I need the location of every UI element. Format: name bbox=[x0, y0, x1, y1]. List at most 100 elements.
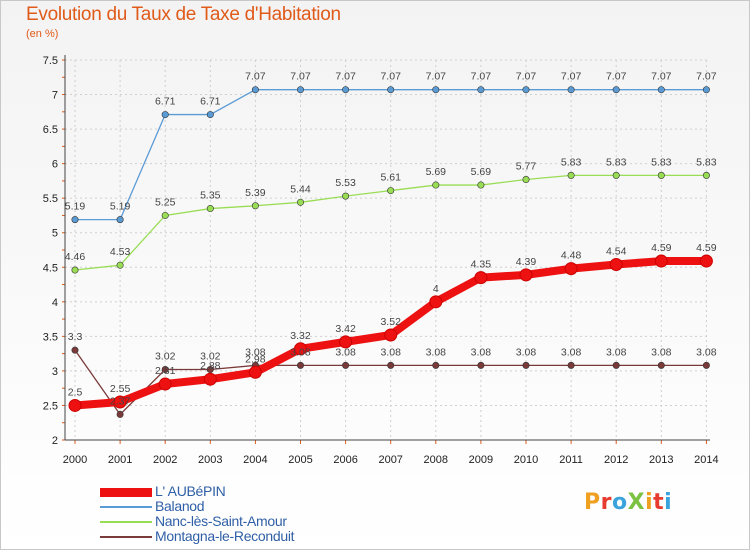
data-point-l-aube-pin bbox=[564, 262, 578, 276]
y-tick-label: 3.5 bbox=[43, 331, 58, 343]
data-label-balanod: 7.07 bbox=[426, 71, 447, 83]
data-point-nanc-le-s-saint-amour bbox=[612, 171, 620, 179]
y-tick-label: 5 bbox=[52, 228, 58, 240]
data-label-nanc-le-s-saint-amour: 5.44 bbox=[290, 183, 311, 195]
data-point-montagna-le-reconduit bbox=[432, 361, 440, 369]
data-point-balanod bbox=[612, 86, 620, 94]
x-tick-label: 2012 bbox=[604, 454, 628, 466]
data-label-nanc-le-s-saint-amour: 5.77 bbox=[516, 161, 537, 173]
data-label-nanc-le-s-saint-amour: 5.83 bbox=[696, 156, 717, 168]
data-point-l-aube-pin bbox=[339, 335, 353, 349]
data-label-montagna-le-reconduit: 3.3 bbox=[68, 331, 83, 343]
data-label-balanod: 5.19 bbox=[65, 201, 86, 213]
data-label-balanod: 6.71 bbox=[200, 96, 221, 108]
x-tick-label: 2011 bbox=[559, 454, 583, 466]
data-point-nanc-le-s-saint-amour bbox=[657, 171, 665, 179]
data-point-nanc-le-s-saint-amour bbox=[206, 205, 214, 213]
data-point-balanod bbox=[387, 86, 395, 94]
y-tick-label: 5.5 bbox=[43, 193, 58, 205]
data-label-l-aube-pin: 4.48 bbox=[561, 250, 582, 262]
data-point-l-aube-pin bbox=[654, 254, 668, 268]
data-point-balanod bbox=[251, 86, 259, 94]
y-tick-label: 6.5 bbox=[43, 124, 58, 136]
data-point-montagna-le-reconduit bbox=[612, 361, 620, 369]
data-label-nanc-le-s-saint-amour: 4.46 bbox=[65, 251, 86, 263]
data-label-balanod: 7.07 bbox=[651, 71, 672, 83]
x-tick-label: 2005 bbox=[288, 454, 312, 466]
data-point-l-aube-pin bbox=[384, 328, 398, 342]
legend-label-aubepin: L' AUBéPIN bbox=[155, 483, 226, 499]
data-point-montagna-le-reconduit bbox=[522, 361, 530, 369]
chart-subtitle: (en %) bbox=[26, 28, 59, 40]
data-point-l-aube-pin bbox=[429, 295, 443, 309]
data-point-balanod bbox=[477, 86, 485, 94]
data-label-balanod: 6.71 bbox=[155, 96, 176, 108]
legend-swatch-balanod bbox=[100, 506, 152, 508]
x-tick-label: 2006 bbox=[333, 454, 357, 466]
x-tick-label: 2003 bbox=[198, 454, 222, 466]
data-label-l-aube-pin: 2.81 bbox=[155, 365, 176, 377]
data-point-l-aube-pin bbox=[68, 398, 82, 412]
x-tick-label: 2002 bbox=[153, 454, 177, 466]
data-label-l-aube-pin: 2.5 bbox=[68, 386, 83, 398]
data-point-balanod bbox=[432, 86, 440, 94]
data-label-nanc-le-s-saint-amour: 5.83 bbox=[606, 156, 627, 168]
data-point-nanc-le-s-saint-amour bbox=[432, 181, 440, 189]
data-point-nanc-le-s-saint-amour bbox=[116, 261, 124, 269]
data-point-l-aube-pin bbox=[294, 342, 307, 356]
data-label-nanc-le-s-saint-amour: 5.83 bbox=[561, 156, 582, 168]
data-label-nanc-le-s-saint-amour: 5.35 bbox=[200, 190, 221, 202]
data-label-nanc-le-s-saint-amour: 5.53 bbox=[335, 177, 356, 189]
data-point-montagna-le-reconduit bbox=[116, 410, 124, 418]
data-point-balanod bbox=[567, 86, 575, 94]
x-tick-label: 2004 bbox=[243, 454, 267, 466]
data-point-l-aube-pin bbox=[158, 377, 172, 391]
y-tick-label: 2.5 bbox=[43, 400, 58, 412]
proxiti-logo: ProXiti bbox=[584, 490, 672, 515]
data-label-l-aube-pin: 3.52 bbox=[380, 316, 401, 328]
data-label-balanod: 7.07 bbox=[335, 71, 356, 83]
x-tick-label: 2010 bbox=[514, 454, 538, 466]
data-label-montagna-le-reconduit: 3.08 bbox=[606, 346, 627, 358]
data-label-nanc-le-s-saint-amour: 5.39 bbox=[245, 187, 266, 199]
data-label-l-aube-pin: 4 bbox=[433, 283, 439, 295]
data-point-balanod bbox=[206, 111, 214, 119]
data-label-balanod: 5.19 bbox=[110, 201, 131, 213]
data-point-balanod bbox=[342, 86, 350, 94]
data-point-balanod bbox=[702, 86, 710, 94]
data-label-l-aube-pin: 2.98 bbox=[245, 353, 266, 365]
data-label-balanod: 7.07 bbox=[561, 71, 582, 83]
data-label-balanod: 7.07 bbox=[245, 71, 266, 83]
chart-title: Evolution du Taux de Taxe d'Habitation bbox=[26, 4, 341, 25]
logo-letter: P bbox=[584, 490, 601, 515]
data-label-balanod: 7.07 bbox=[606, 71, 627, 83]
data-label-l-aube-pin: 4.54 bbox=[606, 246, 627, 258]
y-tick-label: 4.5 bbox=[43, 262, 58, 274]
data-point-l-aube-pin bbox=[519, 268, 533, 282]
logo-letter: r bbox=[600, 490, 612, 515]
data-label-balanod: 7.07 bbox=[471, 71, 492, 83]
data-label-nanc-le-s-saint-amour: 4.53 bbox=[110, 246, 131, 258]
logo-letter: X bbox=[627, 490, 646, 515]
data-label-balanod: 7.07 bbox=[380, 71, 401, 83]
data-point-l-aube-pin bbox=[474, 271, 488, 285]
legend-label-montagna: Montagna-le-Reconduit bbox=[155, 528, 295, 544]
x-tick-label: 2000 bbox=[63, 454, 87, 466]
data-label-nanc-le-s-saint-amour: 5.25 bbox=[155, 196, 176, 208]
data-point-nanc-le-s-saint-amour bbox=[522, 176, 530, 184]
legend-swatch-aubepin bbox=[100, 488, 152, 497]
data-point-montagna-le-reconduit bbox=[296, 361, 304, 369]
legend-label-nanc: Nanc-lès-Saint-Amour bbox=[155, 513, 287, 529]
data-point-balanod bbox=[522, 86, 530, 94]
x-tick-label: 2001 bbox=[108, 454, 132, 466]
data-label-balanod: 7.07 bbox=[696, 71, 717, 83]
x-tick-label: 2009 bbox=[469, 454, 493, 466]
data-label-l-aube-pin: 3.42 bbox=[335, 323, 356, 335]
data-point-montagna-le-reconduit bbox=[342, 361, 350, 369]
data-point-l-aube-pin bbox=[203, 372, 217, 386]
data-label-balanod: 7.07 bbox=[290, 71, 311, 83]
data-point-l-aube-pin bbox=[609, 258, 623, 272]
data-point-nanc-le-s-saint-amour bbox=[477, 181, 485, 189]
data-label-nanc-le-s-saint-amour: 5.69 bbox=[426, 166, 447, 178]
